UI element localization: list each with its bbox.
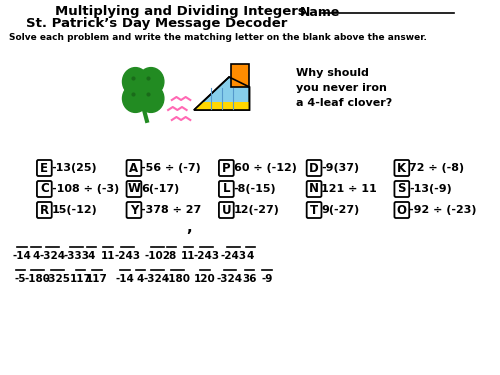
Text: 4: 4 bbox=[136, 274, 144, 284]
FancyBboxPatch shape bbox=[37, 160, 52, 176]
Text: -180: -180 bbox=[164, 274, 190, 284]
Text: Multiplying and Dividing Integers: Multiplying and Dividing Integers bbox=[55, 6, 306, 18]
Text: 12(-27): 12(-27) bbox=[234, 205, 280, 215]
FancyBboxPatch shape bbox=[306, 181, 322, 197]
Text: O: O bbox=[397, 204, 407, 216]
FancyBboxPatch shape bbox=[306, 202, 322, 218]
Text: -102: -102 bbox=[144, 251, 170, 261]
Text: K: K bbox=[398, 162, 406, 174]
Text: Y: Y bbox=[130, 204, 138, 216]
Circle shape bbox=[138, 84, 164, 112]
FancyBboxPatch shape bbox=[394, 202, 409, 218]
Text: -243: -243 bbox=[194, 251, 220, 261]
FancyBboxPatch shape bbox=[126, 202, 142, 218]
Text: -324: -324 bbox=[217, 274, 243, 284]
Text: -9(37): -9(37) bbox=[322, 163, 360, 173]
Text: S: S bbox=[398, 183, 406, 195]
Text: -325: -325 bbox=[44, 274, 70, 284]
Text: 60 ÷ (-12): 60 ÷ (-12) bbox=[234, 163, 296, 173]
Text: -8(-15): -8(-15) bbox=[234, 184, 276, 194]
Text: 6(-17): 6(-17) bbox=[142, 184, 180, 194]
Text: C: C bbox=[40, 183, 48, 195]
Text: ,: , bbox=[186, 220, 192, 236]
FancyBboxPatch shape bbox=[306, 160, 322, 176]
Text: 72 ÷ (-8): 72 ÷ (-8) bbox=[409, 163, 465, 173]
Text: 11: 11 bbox=[181, 251, 196, 261]
Text: -324: -324 bbox=[40, 251, 66, 261]
Text: 121 ÷ 11: 121 ÷ 11 bbox=[322, 184, 377, 194]
Circle shape bbox=[136, 83, 149, 97]
Polygon shape bbox=[231, 64, 250, 87]
FancyBboxPatch shape bbox=[37, 181, 52, 197]
Text: -13(25): -13(25) bbox=[52, 163, 98, 173]
Text: E: E bbox=[40, 162, 48, 174]
FancyBboxPatch shape bbox=[37, 202, 52, 218]
Text: -13(-9): -13(-9) bbox=[409, 184, 452, 194]
Text: -14: -14 bbox=[116, 274, 134, 284]
Text: U: U bbox=[222, 204, 231, 216]
Text: -324: -324 bbox=[144, 274, 170, 284]
Text: -9: -9 bbox=[262, 274, 272, 284]
Text: -92 ÷ (-23): -92 ÷ (-23) bbox=[409, 205, 476, 215]
Text: 120: 120 bbox=[194, 274, 216, 284]
Text: 15(-12): 15(-12) bbox=[52, 205, 98, 215]
Text: 4: 4 bbox=[88, 251, 95, 261]
Text: -378 ÷ 27: -378 ÷ 27 bbox=[142, 205, 202, 215]
Text: A: A bbox=[130, 162, 138, 174]
Text: N: N bbox=[309, 183, 319, 195]
Text: 117: 117 bbox=[70, 274, 92, 284]
Text: -333: -333 bbox=[64, 251, 90, 261]
Text: D: D bbox=[309, 162, 319, 174]
Text: Solve each problem and write the matching letter on the blank above the answer.: Solve each problem and write the matchin… bbox=[9, 33, 427, 42]
FancyBboxPatch shape bbox=[219, 202, 234, 218]
Text: -180: -180 bbox=[25, 274, 51, 284]
Text: 9(-27): 9(-27) bbox=[322, 205, 360, 215]
Text: P: P bbox=[222, 162, 230, 174]
FancyBboxPatch shape bbox=[219, 181, 234, 197]
Text: 8: 8 bbox=[168, 251, 175, 261]
Polygon shape bbox=[194, 102, 250, 110]
Circle shape bbox=[122, 84, 148, 112]
Text: -243: -243 bbox=[114, 251, 140, 261]
FancyBboxPatch shape bbox=[394, 160, 409, 176]
Text: T: T bbox=[310, 204, 318, 216]
Text: 4: 4 bbox=[246, 251, 254, 261]
Text: 4: 4 bbox=[32, 251, 40, 261]
Circle shape bbox=[138, 68, 164, 96]
Text: 117: 117 bbox=[86, 274, 108, 284]
Text: R: R bbox=[40, 204, 49, 216]
FancyBboxPatch shape bbox=[126, 160, 142, 176]
Text: Name: Name bbox=[300, 6, 341, 18]
Text: 36: 36 bbox=[242, 274, 256, 284]
FancyBboxPatch shape bbox=[219, 160, 234, 176]
FancyBboxPatch shape bbox=[394, 181, 409, 197]
Text: W: W bbox=[128, 183, 140, 195]
Text: -5: -5 bbox=[14, 274, 26, 284]
Text: 11: 11 bbox=[101, 251, 116, 261]
Text: L: L bbox=[222, 183, 230, 195]
Circle shape bbox=[122, 68, 148, 96]
FancyBboxPatch shape bbox=[126, 181, 142, 197]
Text: Why should
you never iron
a 4-leaf clover?: Why should you never iron a 4-leaf clove… bbox=[296, 68, 392, 108]
Text: -14: -14 bbox=[12, 251, 32, 261]
Text: -243: -243 bbox=[220, 251, 247, 261]
Text: -56 ÷ (-7): -56 ÷ (-7) bbox=[142, 163, 201, 173]
Text: -108 ÷ (-3): -108 ÷ (-3) bbox=[52, 184, 119, 194]
Text: St. Patrick’s Day Message Decoder: St. Patrick’s Day Message Decoder bbox=[26, 18, 287, 30]
Polygon shape bbox=[194, 77, 250, 110]
